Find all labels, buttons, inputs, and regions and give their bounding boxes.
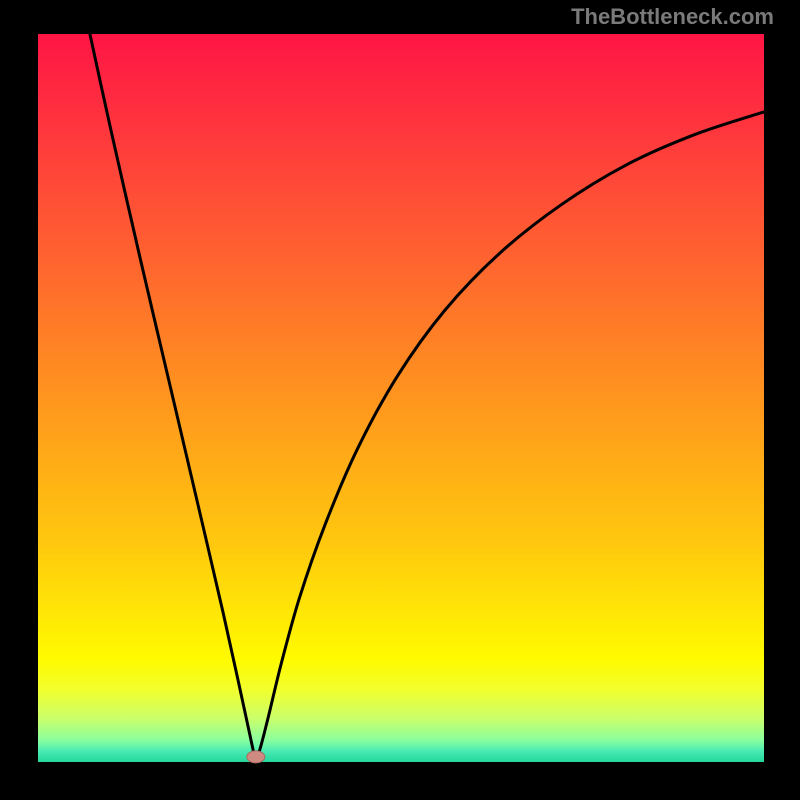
watermark-text: TheBottleneck.com	[571, 4, 774, 30]
plot-area	[38, 34, 764, 762]
curve-left-branch	[85, 12, 256, 762]
minimum-marker	[247, 751, 265, 763]
chart-container: { "chart": { "type": "line", "watermark"…	[0, 0, 800, 800]
curve-right-branch	[256, 112, 764, 762]
bottleneck-curve	[38, 34, 764, 762]
